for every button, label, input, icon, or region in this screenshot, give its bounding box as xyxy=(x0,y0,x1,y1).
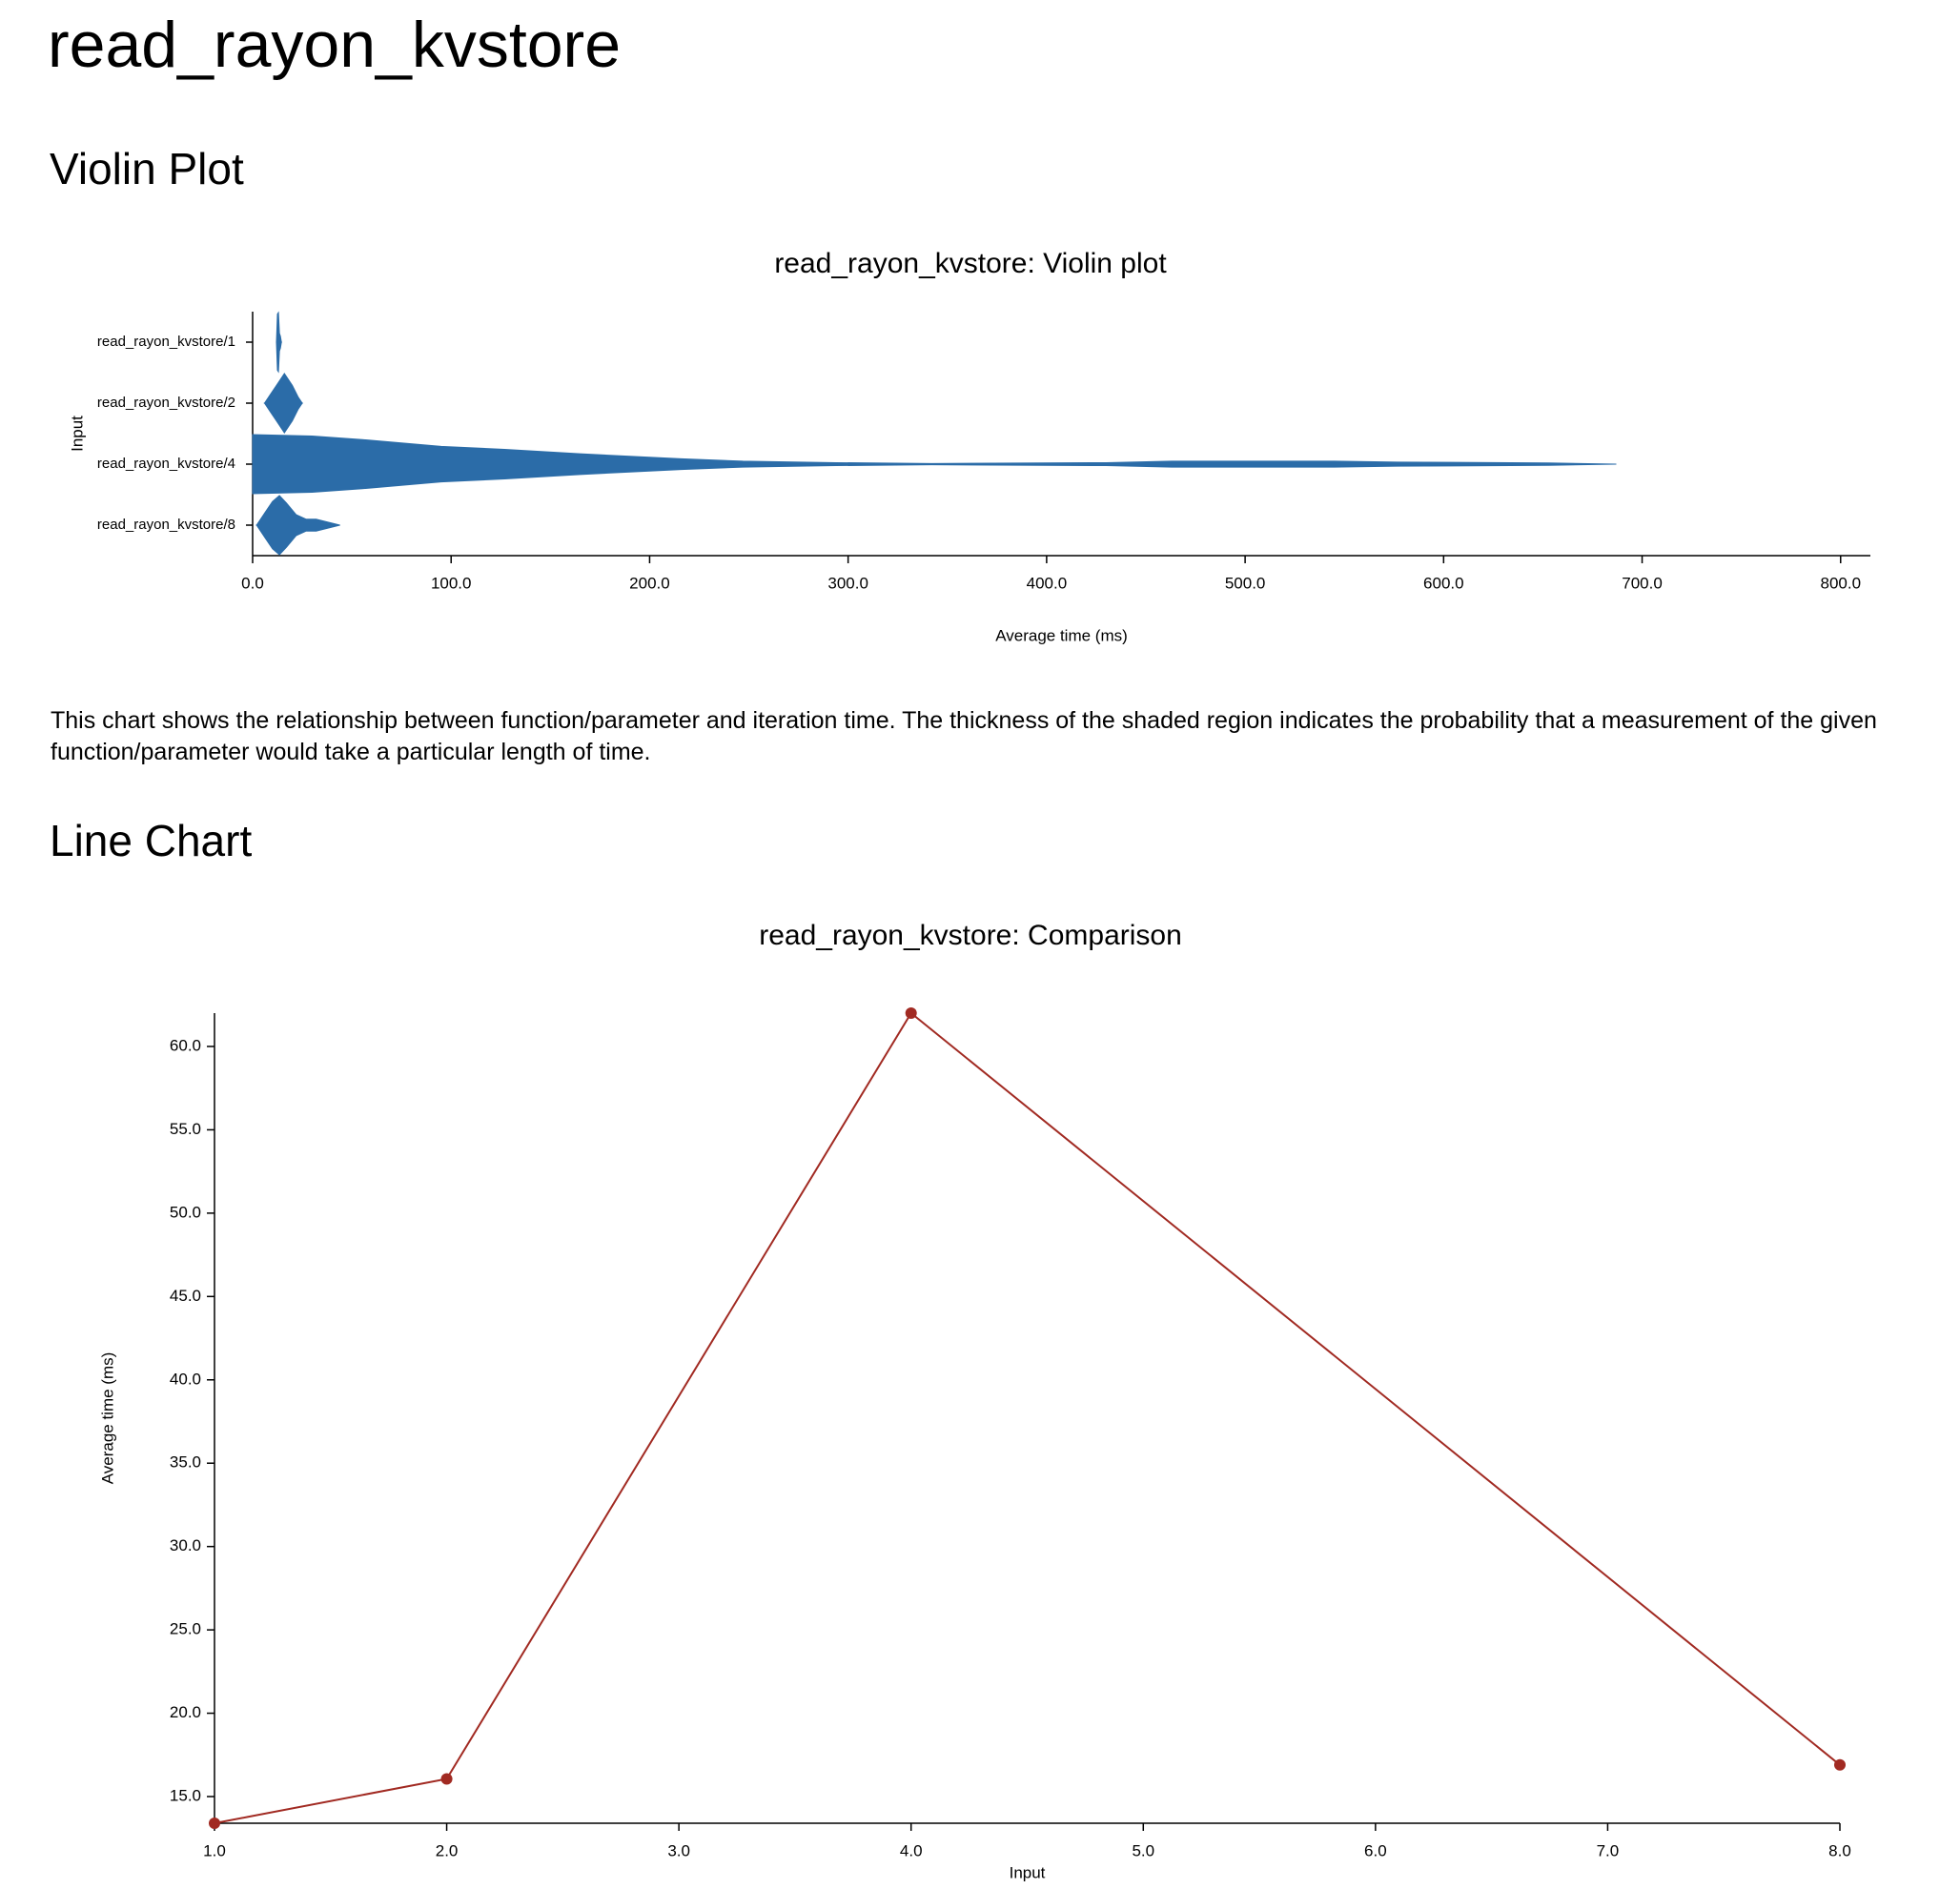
chart-title: read_rayon_kvstore: Violin plot xyxy=(774,248,1167,279)
x-tick-label: 700.0 xyxy=(1622,574,1663,592)
x-tick-label: 800.0 xyxy=(1820,574,1861,592)
violin-half xyxy=(263,402,303,434)
x-tick-label: 2.0 xyxy=(436,1841,459,1859)
x-tick-label: 6.0 xyxy=(1364,1841,1387,1859)
page-title: read_rayon_kvstore xyxy=(48,9,622,81)
x-tick-label: 7.0 xyxy=(1597,1841,1620,1859)
x-tick-label: 4.0 xyxy=(900,1841,923,1859)
x-axis-label: Average time (ms) xyxy=(995,626,1128,644)
y-tick-label: 25.0 xyxy=(170,1620,201,1638)
x-tick-label: 400.0 xyxy=(1027,574,1068,592)
violin-chart: read_rayon_kvstore: Violin plot 0.0 100.0 2… xyxy=(68,248,1870,644)
y-axis-label: Input xyxy=(68,416,86,452)
y-tick-label: read_rayon_kvstore/2 xyxy=(97,395,235,411)
x-tick-label: 0.0 xyxy=(241,574,264,592)
y-tick-label: read_rayon_kvstore/1 xyxy=(97,334,235,350)
y-tick-label: 20.0 xyxy=(170,1703,201,1721)
y-tick-label: 40.0 xyxy=(170,1370,201,1388)
y-tick-label: 50.0 xyxy=(170,1203,201,1221)
violin-half xyxy=(255,524,340,556)
y-tick-label: 55.0 xyxy=(170,1120,201,1138)
point xyxy=(209,1818,220,1829)
x-tick-label: 300.0 xyxy=(827,574,868,592)
y-tick-label: 45.0 xyxy=(170,1287,201,1305)
violin-half xyxy=(255,495,340,526)
y-tick-label: 60.0 xyxy=(170,1036,201,1054)
y-tick-label: 35.0 xyxy=(170,1453,201,1472)
y-tick-label: 30.0 xyxy=(170,1536,201,1554)
section-heading: Line Chart xyxy=(50,816,253,865)
point xyxy=(905,1007,917,1019)
y-axis-label: Average time (ms) xyxy=(98,1352,116,1485)
violin-half xyxy=(276,341,282,374)
line xyxy=(214,1011,1841,1824)
x-tick-label: 100.0 xyxy=(431,574,472,592)
y-tick-label: read_rayon_kvstore/4 xyxy=(97,456,235,472)
x-tick-label: 200.0 xyxy=(629,574,670,592)
x-axis-label: Input xyxy=(1010,1863,1046,1881)
x-tick-label: 500.0 xyxy=(1225,574,1266,592)
x-tick-label: 8.0 xyxy=(1828,1841,1851,1859)
violin-half xyxy=(252,463,1617,495)
chart-title: read_rayon_kvstore: Comparison xyxy=(759,920,1182,951)
y-tick-label: 15.0 xyxy=(170,1787,201,1805)
description: This chart shows the relationship betwee… xyxy=(51,707,1877,765)
point xyxy=(440,1773,453,1785)
x-tick-label: 600.0 xyxy=(1423,574,1464,592)
violin-half xyxy=(263,373,303,404)
violin-half xyxy=(252,434,1617,465)
section-heading: Violin Plot xyxy=(50,144,244,193)
y-tick-label: read_rayon_kvstore/8 xyxy=(97,517,235,533)
x-tick-label: 3.0 xyxy=(667,1841,690,1859)
point xyxy=(1834,1758,1846,1771)
x-tick-label: 5.0 xyxy=(1132,1841,1154,1859)
x-tick-label: 1.0 xyxy=(203,1841,226,1859)
